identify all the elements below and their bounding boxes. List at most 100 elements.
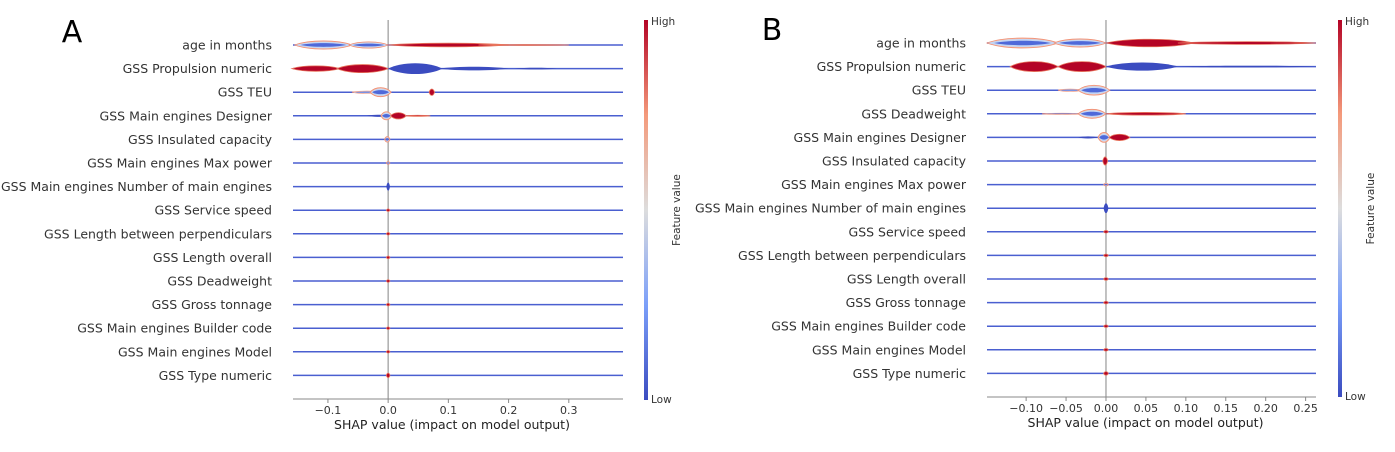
x-tick-label: 0.00 xyxy=(1094,402,1119,415)
feature-row: GSS Main engines Builder code xyxy=(77,321,623,336)
feature-row: GSS Deadweight xyxy=(167,274,623,289)
feature-row: GSS Length between perpendiculars xyxy=(738,248,1316,263)
feature-label: GSS Main engines Max power xyxy=(87,156,273,171)
feature-label: GSS Insulated capacity xyxy=(128,132,273,147)
violin-segment-high xyxy=(1178,42,1316,45)
feature-row: GSS TEU xyxy=(218,85,623,100)
feature-row: GSS Gross tonnage xyxy=(152,297,623,312)
colorbar-low-label: Low xyxy=(1345,391,1366,403)
x-tick-label: 0.0 xyxy=(379,404,397,417)
feature-row: GSS Gross tonnage xyxy=(846,295,1316,310)
violin-segment-low xyxy=(388,63,442,74)
x-tick-label: 0.10 xyxy=(1174,402,1199,415)
feature-row: GSS Deadweight xyxy=(861,106,1316,121)
feature-row: GSS Main engines Designer xyxy=(100,108,623,123)
feature-row: GSS Main engines Number of main engines xyxy=(1,179,623,194)
x-tick-label: 0.25 xyxy=(1293,402,1318,415)
violin-segment-high xyxy=(337,65,388,73)
violin-segment-high xyxy=(1104,301,1109,304)
violin-segment-high xyxy=(386,350,390,353)
violin-segment-high xyxy=(386,373,390,378)
x-axis-title: SHAP value (impact on model output) xyxy=(1028,415,1264,430)
feature-label: GSS TEU xyxy=(218,85,272,100)
feature-label: GSS Propulsion numeric xyxy=(817,59,967,74)
feature-label: GSS Deadweight xyxy=(861,106,966,121)
x-tick-label: 0.20 xyxy=(1253,402,1278,415)
violin-segment-high xyxy=(1058,62,1106,72)
violin-segment-high xyxy=(1106,112,1186,115)
feature-label: GSS Main engines Model xyxy=(812,342,966,357)
x-tick-label: 0.2 xyxy=(500,404,518,417)
feature-label: GSS Main engines Model xyxy=(118,344,272,359)
x-tick-label: −0.1 xyxy=(315,404,342,417)
feature-label: age in months xyxy=(876,36,966,51)
feature-label: GSS Length overall xyxy=(847,272,966,287)
feature-row: GSS Service speed xyxy=(849,224,1316,239)
colorbar-low-label: Low xyxy=(651,394,672,406)
feature-label: GSS Length overall xyxy=(153,250,272,265)
feature-row: GSS Insulated capacity xyxy=(128,132,623,147)
violin-segment-high xyxy=(386,209,390,212)
violin-segment-high xyxy=(1104,325,1109,328)
x-tick-label: 0.1 xyxy=(440,404,458,417)
feature-row: GSS Main engines Max power xyxy=(87,156,623,171)
feature-label: GSS Main engines Number of main engines xyxy=(695,201,966,216)
feature-row: GSS Propulsion numeric xyxy=(123,61,623,76)
feature-row: GSS Main engines Builder code xyxy=(771,319,1316,334)
feature-row: GSS Propulsion numeric xyxy=(817,59,1316,74)
violin-segment-high xyxy=(1103,157,1108,165)
feature-row: GSS Main engines Number of main engines xyxy=(695,201,1316,216)
violin-segment-high xyxy=(386,280,390,283)
feature-row: GSS Type numeric xyxy=(853,366,1316,381)
feature-label: GSS Main engines Max power xyxy=(781,177,967,192)
feature-row: GSS Insulated capacity xyxy=(822,154,1316,169)
violin-segment-low xyxy=(386,183,390,191)
feature-label: GSS Length between perpendiculars xyxy=(738,248,966,263)
feature-row: GSS Length overall xyxy=(847,272,1316,287)
violin-segment-high xyxy=(386,232,390,235)
violin-segment-low xyxy=(1104,203,1109,213)
colorbar-title: Feature value xyxy=(671,174,683,246)
feature-row: GSS Main engines Model xyxy=(812,342,1316,357)
violin-segment-high xyxy=(1109,134,1130,140)
feature-label: GSS Main engines Builder code xyxy=(771,319,966,334)
feature-label: GSS TEU xyxy=(912,83,966,98)
feature-label: GSS Length between perpendiculars xyxy=(44,226,272,241)
feature-row: age in months xyxy=(182,38,623,53)
violin-segment-high xyxy=(1104,348,1109,351)
feature-label: GSS Insulated capacity xyxy=(822,154,967,169)
feature-row: GSS Main engines Designer xyxy=(794,130,1316,145)
colorbar-title: Feature value xyxy=(1365,173,1377,245)
feature-row: GSS TEU xyxy=(912,83,1316,98)
violin-segment-high xyxy=(478,45,568,46)
violin-segment-high xyxy=(1104,254,1109,257)
feature-row: GSS Type numeric xyxy=(159,368,623,383)
feature-label: GSS Gross tonnage xyxy=(152,297,273,312)
feature-row: GSS Main engines Model xyxy=(118,344,623,359)
violin-segment-high xyxy=(391,113,407,119)
x-tick-label: 0.3 xyxy=(560,404,578,417)
violin-segment-high xyxy=(292,66,340,71)
violin-segment-high xyxy=(386,327,390,330)
feature-row: GSS Service speed xyxy=(155,203,623,218)
x-tick-label: 0.05 xyxy=(1134,402,1159,415)
feature-label: GSS Type numeric xyxy=(853,366,967,381)
panel-label: B xyxy=(762,13,783,48)
feature-label: GSS Gross tonnage xyxy=(846,295,967,310)
feature-label: GSS Main engines Builder code xyxy=(77,321,272,336)
colorbar xyxy=(644,20,648,400)
feature-label: GSS Service speed xyxy=(155,203,272,218)
feature-label: GSS Service speed xyxy=(849,224,966,239)
violin-segment-high xyxy=(1104,230,1109,233)
panel-label: A xyxy=(62,15,83,50)
colorbar-high-label: High xyxy=(651,16,675,28)
violin-segment-low xyxy=(1106,63,1178,71)
feature-label: GSS Main engines Number of main engines xyxy=(1,179,272,194)
feature-label: GSS Main engines Designer xyxy=(100,108,273,123)
feature-row: GSS Length between perpendiculars xyxy=(44,226,623,241)
violin-segment-low xyxy=(1078,136,1098,138)
violin-segment-high xyxy=(1010,62,1058,72)
